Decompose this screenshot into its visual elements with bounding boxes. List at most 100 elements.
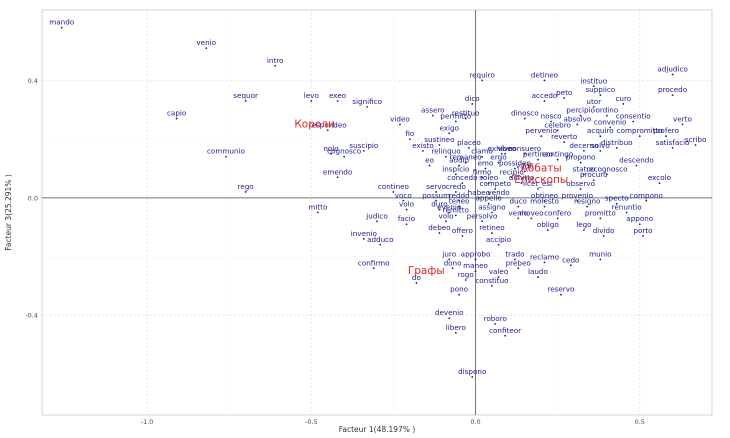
point-marker [543, 199, 546, 202]
point-label: adjudico [657, 65, 687, 74]
point-marker [366, 105, 369, 108]
point-label: rogo [458, 270, 474, 279]
point-label: assero [421, 106, 445, 115]
point: vado [516, 161, 534, 173]
point-label: possideo [499, 158, 531, 167]
point: facio [398, 214, 415, 226]
point-marker [556, 129, 559, 132]
point-marker [546, 229, 549, 232]
point: confiteor [489, 326, 521, 337]
point-label: do [412, 273, 421, 282]
point: statuo [573, 164, 595, 176]
point-marker [464, 279, 467, 281]
point: duco [509, 197, 527, 208]
point: dispono [458, 367, 486, 378]
point: procedo [658, 85, 687, 97]
point: audio [449, 156, 469, 167]
point-marker [244, 191, 247, 193]
point: resigno [574, 197, 600, 208]
point-marker [487, 182, 490, 185]
point: lego [576, 220, 592, 232]
x-tick-label: 0.0 [470, 418, 480, 426]
point: suscipio [349, 141, 378, 152]
point: duro [431, 200, 448, 211]
point-marker [448, 317, 451, 320]
point-marker [615, 147, 618, 149]
point-marker [422, 149, 424, 152]
point: obtineo [531, 191, 558, 202]
point: verto [673, 114, 692, 126]
point-label: firmo [473, 167, 492, 176]
point: appello [475, 194, 502, 205]
point: procuro [580, 170, 607, 182]
point-label: renuntio [612, 203, 642, 212]
point: soleo [479, 173, 498, 185]
point: volo [399, 200, 414, 211]
point-label: emendo [323, 167, 352, 176]
point: invenio [351, 229, 377, 240]
point-marker [638, 135, 641, 138]
point-label: recognosco [586, 164, 627, 173]
point: obligo [537, 220, 559, 232]
point-label: significo [352, 97, 382, 106]
point-marker [435, 191, 438, 193]
point-marker [445, 155, 447, 158]
point-marker [362, 149, 365, 152]
point: respondeo [309, 120, 347, 132]
point: clamo [471, 147, 493, 158]
point: juro [441, 249, 456, 261]
point: confirmo [358, 258, 390, 270]
point-marker [579, 161, 582, 164]
point-marker [481, 79, 483, 82]
x-tick-label: 0.5 [635, 418, 645, 426]
point-label: audio [449, 156, 469, 165]
point: observo [566, 179, 595, 190]
point-marker [225, 155, 227, 158]
point-marker [464, 161, 467, 164]
point-label: placeo [457, 138, 481, 147]
point-label: consentio [616, 112, 651, 121]
point-marker [205, 47, 208, 50]
point-label: procuro [580, 170, 607, 179]
point-marker [448, 132, 451, 135]
point-marker [586, 205, 589, 208]
point-marker [615, 202, 618, 205]
group-label: Епископы [514, 174, 568, 186]
point: roboro [484, 314, 507, 325]
point-marker [583, 229, 585, 232]
point-marker [514, 167, 516, 170]
point-marker [550, 120, 552, 123]
point-label: compromitto [617, 126, 663, 135]
point-marker [694, 144, 697, 146]
point-label: constituo [475, 276, 508, 285]
point-marker [399, 123, 401, 126]
point-marker [435, 199, 438, 202]
point-marker [438, 144, 441, 146]
point-label: reservo [547, 285, 574, 294]
point: reclamo [530, 252, 559, 264]
point: inspicio [442, 164, 469, 176]
y-tick-label: 0.4 [28, 77, 38, 85]
point: dico [465, 94, 480, 105]
point-label: dono [444, 258, 462, 267]
point-label: porto [633, 226, 652, 235]
point-marker [592, 85, 595, 88]
point: specto [605, 194, 629, 205]
point-marker [537, 188, 539, 190]
point-label: venio [508, 208, 528, 217]
point-label: exhibeo [488, 144, 516, 153]
point-label: relinquo [431, 147, 460, 156]
point-label: dico [465, 94, 480, 103]
point-label: observo [566, 179, 595, 188]
point-label: invenio [351, 229, 377, 238]
point-label: procedo [658, 85, 687, 94]
point: solvo [591, 141, 610, 152]
point-label: judico [365, 211, 387, 220]
point-label: excolo [648, 173, 671, 182]
point-label: approbo [461, 249, 491, 258]
point: pervenio [525, 126, 557, 138]
point-marker [592, 105, 595, 108]
point-label: competo [479, 179, 511, 188]
point: celebro [544, 120, 571, 132]
